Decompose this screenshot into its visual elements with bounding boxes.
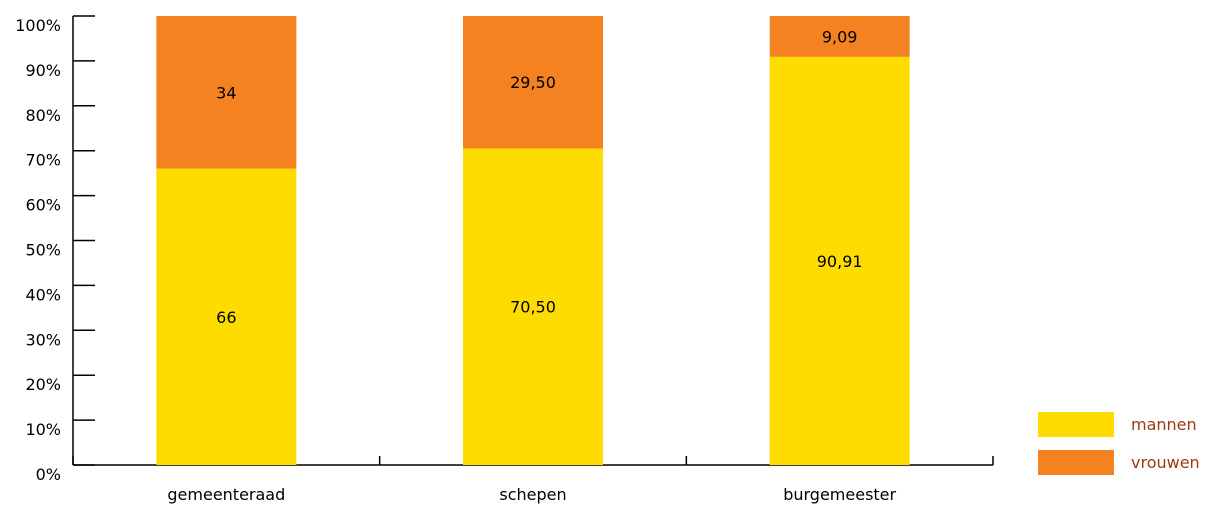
y-tick-label: 60% xyxy=(25,196,61,215)
y-tick-label: 80% xyxy=(25,106,61,125)
data-label: 90,91 xyxy=(817,252,863,271)
bar-segment-vrouwen xyxy=(156,16,297,169)
legend-label-mannen: mannen xyxy=(1131,415,1197,434)
x-category-label: gemeenteraad xyxy=(167,485,285,504)
bars: 66 34 70,50 29,50 90,91 9,09 xyxy=(156,16,910,466)
data-label: 29,50 xyxy=(510,73,556,92)
bar-segment-mannen xyxy=(156,168,297,465)
bar-segment-vrouwen xyxy=(463,16,603,149)
bar-segment-vrouwen xyxy=(769,16,910,57)
legend: mannen vrouwen xyxy=(1038,412,1200,475)
y-axis: 0% 10% 20% 30% 40% 50% 60% 70% 80% 90% 100% xyxy=(15,15,95,484)
data-label: 70,50 xyxy=(510,298,556,317)
legend-swatch-vrouwen xyxy=(1038,450,1114,475)
x-category-label: schepen xyxy=(499,485,566,504)
y-tick-label: 10% xyxy=(25,420,61,439)
y-tick-label: 30% xyxy=(25,330,61,349)
y-tick-label: 0% xyxy=(36,465,61,484)
y-tick-label: 100% xyxy=(15,16,61,35)
legend-swatch-mannen xyxy=(1038,412,1114,437)
data-label: 9,09 xyxy=(822,27,858,46)
bar-segment-mannen xyxy=(463,148,603,465)
legend-label-vrouwen: vrouwen xyxy=(1131,453,1200,472)
y-tick-label: 40% xyxy=(25,285,61,304)
bar-segment-mannen xyxy=(769,56,910,466)
x-category-label: burgemeester xyxy=(783,485,896,504)
y-tick-label: 50% xyxy=(25,241,61,260)
y-tick-label: 70% xyxy=(25,151,61,170)
y-tick-label: 90% xyxy=(25,61,61,80)
data-label: 34 xyxy=(216,83,236,102)
y-tick-label: 20% xyxy=(25,375,61,394)
data-label: 66 xyxy=(216,308,236,327)
